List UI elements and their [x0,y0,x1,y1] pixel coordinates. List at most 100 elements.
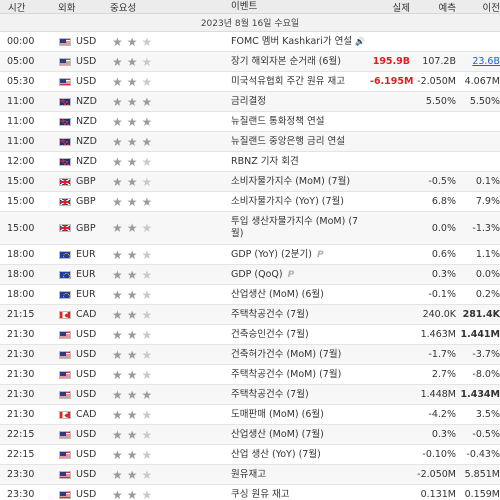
event-name[interactable]: 도매판매 (MoM) (6월) [231,408,324,420]
header-actual[interactable]: 실제 [392,2,410,14]
currency-code: USD [76,469,97,480]
forecast-value: 6.8% [431,196,456,207]
star-icon: ★ [126,287,138,302]
event-row[interactable]: 21:15 CAD ★ ★ ★ 주택착공건수 (7월) 240.0K 281.4K [0,305,500,325]
header-currency[interactable]: 외화 [58,2,76,14]
event-name[interactable]: 금리결정 [231,95,266,107]
event-row[interactable]: 21:30 USD ★ ★ ★ 주택착공건수 (MoM) (7월) 2.7% -8.0% [0,365,500,385]
us-flag-icon [59,390,71,399]
star-icon: ★ [126,307,138,322]
event-row[interactable]: 15:00 GBP ★ ★ ★ 소비자물가지수 (MoM) (7월) -0.5% 0.1% [0,172,500,192]
event-name[interactable]: 소비자물가지수 (MoM) (7월) [231,175,351,187]
nz-flag-icon [59,137,71,146]
event-row[interactable]: 15:00 GBP ★ ★ ★ 소비자물가지수 (YoY) (7월) 6.8% 7.9% [0,192,500,212]
event-row[interactable]: 22:15 USD ★ ★ ★ 산업 생산 (YoY) (7월) -0.10% -0.43% [0,445,500,465]
event-name[interactable]: RBNZ 기자 회견 [231,155,299,167]
event-name[interactable]: FOMC 멤버 Kashkari가 연설 [231,35,353,47]
event-row[interactable]: 11:00 NZD ★ ★ ★ 뉴질랜드 통화정책 연설 [0,112,500,132]
eu-flag-icon [59,250,71,259]
star-icon: ★ [126,367,138,382]
header-event[interactable]: 이벤트 [231,0,258,12]
event-row[interactable]: 21:30 USD ★ ★ ★ 주택착공건수 (7월) 1.448M 1.434M [0,385,500,405]
event-name[interactable]: 산업생산 (MoM) (7월) [231,428,324,440]
event-row[interactable]: 22:15 USD ★ ★ ★ 산업생산 (MoM) (7월) 0.3% -0.5% [0,425,500,445]
event-name[interactable]: 뉴질랜드 통화정책 연설 [231,115,325,127]
star-icon: ★ [126,427,138,442]
event-row[interactable]: 21:30 USD ★ ★ ★ 건축승인건수 (7월) 1.463M 1.441M [0,325,500,345]
event-row[interactable]: 05:00 USD ★ ★ ★ 장기 해외자본 순거래 (6월) 195.9B 107.2B 2… [0,52,500,72]
forecast-value: -0.5% [428,176,456,187]
event-name[interactable]: 주택착공건수 (7월) [231,308,309,320]
event-name-cell: 뉴질랜드 중앙은행 금리 연설 [228,136,370,148]
event-row[interactable]: 12:00 NZD ★ ★ ★ RBNZ 기자 회견 [0,152,500,172]
header-previous[interactable]: 이전 [482,2,500,14]
event-name-cell: 미국석유협회 주간 원유 재고 [228,76,370,88]
event-row[interactable]: 11:00 NZD ★ ★ ★ 금리결정 5.50% 5.50% [0,92,500,112]
currency-code: USD [76,449,97,460]
event-name[interactable]: 뉴질랜드 중앙은행 금리 연설 [231,135,345,147]
header-forecast[interactable]: 예측 [438,2,456,14]
eu-flag-icon [59,290,71,299]
importance-stars: ★ ★ ★ [110,469,228,481]
event-name[interactable]: 미국석유협회 주간 원유 재고 [231,75,345,87]
star-icon: ★ [112,427,123,442]
event-row[interactable]: 21:30 CAD ★ ★ ★ 도매판매 (MoM) (6월) -4.2% 3.5% [0,405,500,425]
event-name[interactable]: GDP (YoY) (2분기) [231,248,312,260]
event-name-cell: 주택착공건수 (7월) [228,389,370,401]
currency-code: EUR [76,269,96,280]
event-name[interactable]: 건축허가건수 (MoM) (7월) [231,348,342,360]
event-row[interactable]: 23:30 USD ★ ★ ★ 쿠싱 원유 재고 0.131M 0.159M [0,485,500,500]
preliminary-icon: P [287,269,295,280]
event-name[interactable]: 투입 생산자물가지수 (MoM) (7월) [231,216,359,239]
importance-stars: ★ ★ ★ [110,249,228,261]
event-row[interactable]: 18:00 EUR ★ ★ ★ 산업생산 (MoM) (6월) -0.1% 0.2% [0,285,500,305]
event-row[interactable]: 18:00 EUR ★ ★ ★ GDP (QoQ) P 0.3% 0.0% [0,265,500,285]
event-row[interactable]: 18:00 EUR ★ ★ ★ GDP (YoY) (2분기) P 0.6% 1.1% [0,245,500,265]
event-row[interactable]: 05:30 USD ★ ★ ★ 미국석유협회 주간 원유 재고 -6.195M -2.050M… [0,72,500,92]
star-icon: ★ [126,114,138,129]
star-icon: ★ [126,34,138,49]
ca-flag-icon [59,310,71,319]
event-row[interactable]: 23:30 USD ★ ★ ★ 원유재고 -2.050M 5.851M [0,465,500,485]
event-name[interactable]: 장기 해외자본 순거래 (6월) [231,55,341,67]
event-row[interactable]: 21:30 USD ★ ★ ★ 건축허가건수 (MoM) (7월) -1.7% -3.7% [0,345,500,365]
us-flag-icon [59,470,71,479]
star-icon: ★ [141,154,153,169]
event-name[interactable]: 산업 생산 (YoY) (7월) [231,448,321,460]
event-name[interactable]: 소비자물가지수 (YoY) (7월) [231,195,344,207]
currency-code: CAD [76,409,97,420]
previous-value: 0.159M [464,489,500,500]
actual-value: -6.195M [370,76,414,87]
event-name[interactable]: 건축승인건수 (7월) [231,328,309,340]
currency-code: GBP [76,196,96,207]
event-name-cell: 금리결정 [228,96,370,108]
event-name-cell: 주택착공건수 (7월) [228,309,370,321]
importance-stars: ★ ★ ★ [110,196,228,208]
previous-value: -0.5% [472,429,500,440]
event-row[interactable]: 15:00 GBP ★ ★ ★ 투입 생산자물가지수 (MoM) (7월) 0.0% -1.3… [0,212,500,245]
event-currency: USD [55,36,110,47]
event-name[interactable]: GDP (QoQ) [231,268,283,280]
star-icon: ★ [126,221,138,235]
event-name[interactable]: 산업생산 (MoM) (6월) [231,288,324,300]
previous-value: 4.067M [464,76,500,87]
header-time[interactable]: 시간 [8,2,26,14]
header-importance[interactable]: 중요성 [110,2,137,14]
forecast-value: 0.6% [431,249,456,260]
previous-value[interactable]: 23.6B [472,56,500,67]
event-name[interactable]: 원유재고 [231,468,266,480]
event-time: 21:30 [7,329,35,340]
date-label: 2023년 8월 16일 수요일 [200,19,300,29]
event-name[interactable]: 주택착공건수 (MoM) (7월) [231,368,342,380]
event-row[interactable]: 00:00 USD ★ ★ ★ FOMC 멤버 Kashkari가 연설 🔊 [0,32,500,52]
importance-stars: ★ ★ ★ [110,96,228,108]
star-icon: ★ [112,487,123,500]
event-name[interactable]: 쿠싱 원유 재고 [231,488,290,500]
event-name[interactable]: 주택착공건수 (7월) [231,388,309,400]
us-flag-icon [59,57,71,66]
currency-code: NZD [76,156,97,167]
us-flag-icon [59,350,71,359]
star-icon: ★ [141,387,153,402]
forecast-value: -2.050M [417,469,456,480]
event-row[interactable]: 11:00 NZD ★ ★ ★ 뉴질랜드 중앙은행 금리 연설 [0,132,500,152]
